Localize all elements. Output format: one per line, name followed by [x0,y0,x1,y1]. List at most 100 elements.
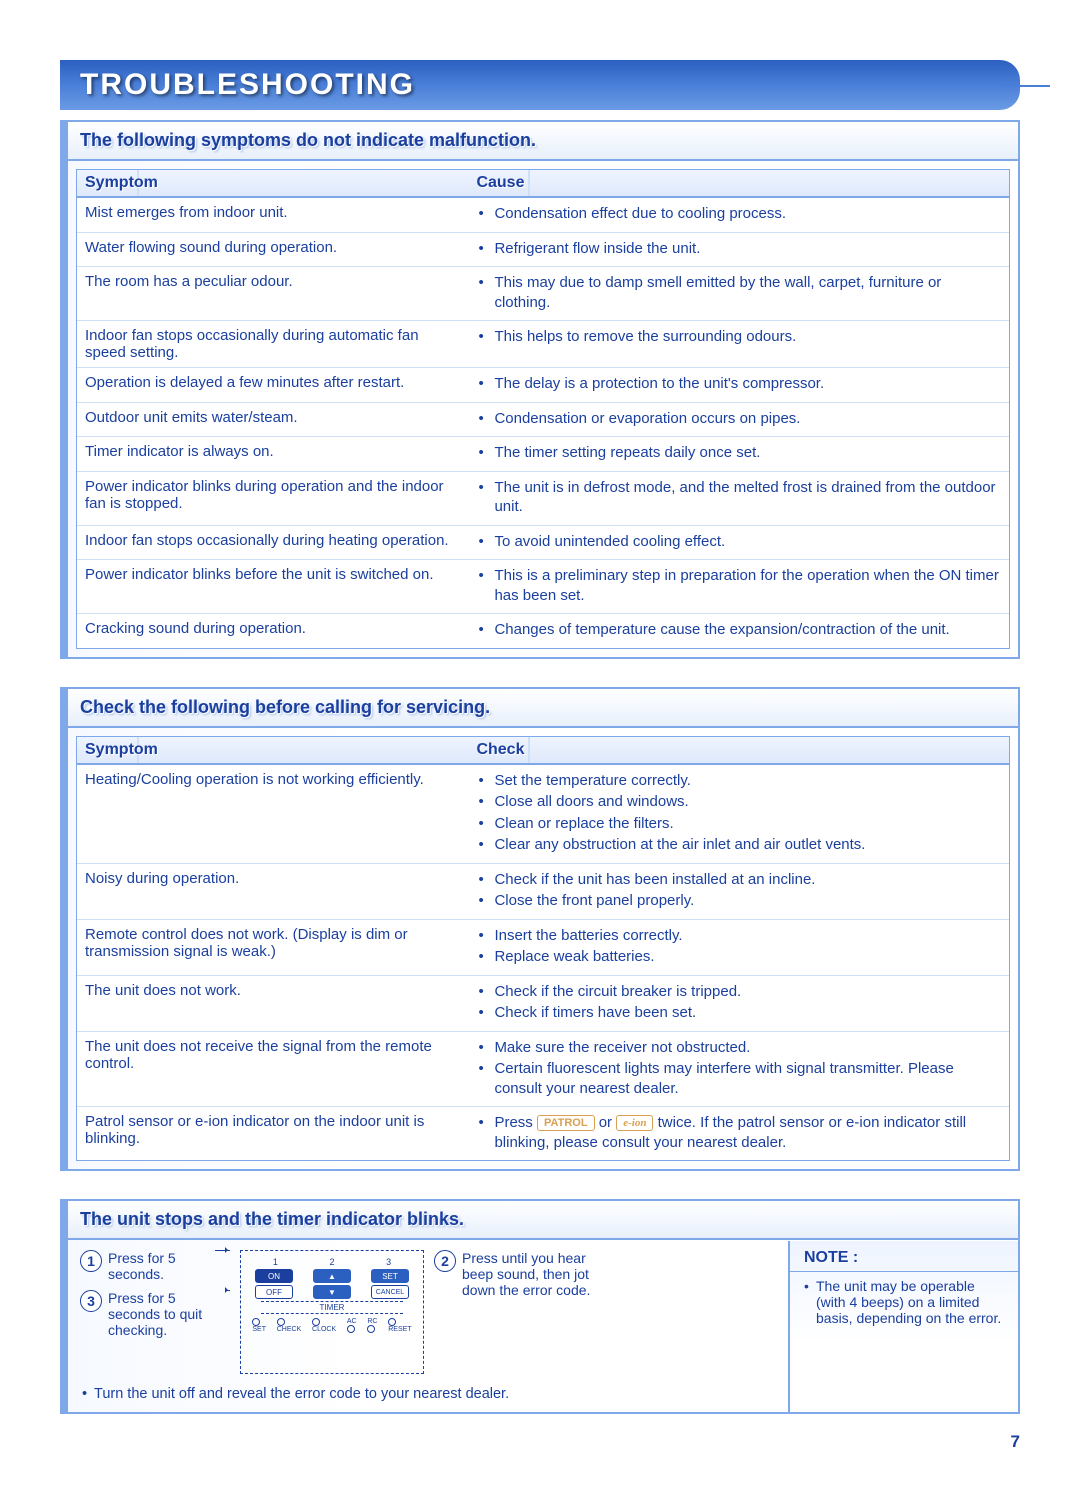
step-number-badge: 1 [80,1250,102,1272]
check-item: Check if the unit has been installed at … [490,870,1001,890]
check-item: Close all doors and windows. [490,792,1001,812]
table-row: Outdoor unit emits water/steam.Condensat… [77,403,1009,438]
check-cell: Insert the batteries correctly.Replace w… [468,920,1009,975]
remote-cancel-button[interactable]: CANCEL [371,1285,409,1299]
cause-cell: The delay is a protection to the unit's … [468,368,1009,402]
check-cell: Make sure the receiver not obstructed.Ce… [468,1032,1009,1107]
remote-label: AC [347,1318,357,1325]
section-header: The unit stops and the timer indicator b… [68,1201,1018,1240]
symptom-cell: Remote control does not work. (Display i… [77,920,468,975]
table-row: Operation is delayed a few minutes after… [77,368,1009,403]
remote-pinhole-icon [277,1318,285,1326]
remote-set-button[interactable]: SET [371,1269,409,1283]
step-3: 3 Press for 5 seconds to quit checking. [80,1290,230,1338]
section-title: The unit stops and the timer indicator b… [80,1209,1006,1230]
section3-footer: Turn the unit off and reveal the error c… [80,1380,778,1402]
table-row: Mist emerges from indoor unit.Condensati… [77,198,1009,233]
symptom-cell: Indoor fan stops occasionally during hea… [77,526,468,560]
remote-label: RC [367,1318,377,1325]
table-row: The room has a peculiar odour. This may d… [77,267,1009,321]
remote-num: 3 [386,1257,391,1267]
cause-cell: Condensation or evaporation occurs on pi… [468,403,1009,437]
check-item: Check if timers have been set. [490,1003,1001,1023]
table-row: Water flowing sound during operation.Ref… [77,233,1009,268]
check-cell: Check if the unit has been installed at … [468,864,1009,919]
symptom-check-table: Symptom Check Heating/Cooling operation … [76,736,1010,1162]
symptom-cell: Timer indicator is always on. [77,437,468,471]
step-3-text: Press for 5 seconds to quit checking. [108,1290,221,1338]
check-item: Certain fluorescent lights may interfere… [490,1059,1001,1098]
column-header-symptom: Symptom [77,170,468,196]
arrow-icon [215,1250,230,1251]
check-item: Set the temperature correctly. [490,771,1001,791]
cause-cell: This helps to remove the surrounding odo… [468,321,1009,367]
cause-cell: To avoid unintended cooling effect. [468,526,1009,560]
check-item: Close the front panel properly. [490,891,1001,911]
remote-label: CLOCK [312,1326,336,1333]
remote-down-button[interactable]: ▼ [313,1285,351,1299]
table-row: Indoor fan stops occasionally during aut… [77,321,1009,368]
step-2-text: Press until you hear beep sound, then jo… [462,1250,614,1298]
section-header: The following symptoms do not indicate m… [68,122,1018,161]
check-item: Insert the batteries correctly. [490,926,1001,946]
remote-label: CHECK [277,1326,302,1333]
cause-item: The timer setting repeats daily once set… [490,443,1001,463]
page-title: TROUBLESHOOTING [80,68,1000,102]
section-title: Check the following before calling for s… [80,697,1006,718]
cause-item: This may due to damp smell emitted by th… [490,273,1001,312]
symptom-cell: Operation is delayed a few minutes after… [77,368,468,402]
left-steps: 1 Press for 5 seconds. 3 Press for 5 sec… [80,1250,230,1346]
footer-bullet: Turn the unit off and reveal the error c… [94,1386,778,1402]
table-row: Timer indicator is always on. The timer s… [77,437,1009,472]
symptom-cause-table: Symptom Cause Mist emerges from indoor u… [76,169,1010,649]
table-row: The unit does not receive the signal fro… [77,1032,1009,1108]
cause-item: To avoid unintended cooling effect. [490,532,1001,552]
table-row: Indoor fan stops occasionally during hea… [77,526,1009,561]
remote-diagram: 1 2 3 ON ▲ SET OFF ▼ CANCEL TIMER [240,1250,424,1374]
table-header-row: Symptom Cause [77,170,1009,198]
check-item: Clear any obstruction at the air inlet a… [490,835,1001,855]
table-row: Remote control does not work. (Display i… [77,920,1009,976]
symptom-cell: The room has a peculiar odour. [77,267,468,320]
step-2: 2 Press until you hear beep sound, then … [434,1250,614,1298]
page-title-bar: TROUBLESHOOTING [60,60,1020,110]
remote-num: 2 [329,1257,334,1267]
table-row: Heating/Cooling operation is not working… [77,765,1009,864]
cause-item: Condensation or evaporation occurs on pi… [490,409,1001,429]
check-item: Press PATROL or e-ion twice. If the patr… [490,1113,1001,1152]
note-body: The unit may be operable (with 4 beeps) … [790,1272,1018,1332]
cause-item: Refrigerant flow inside the unit. [490,239,1001,259]
table-row: Power indicator blinks during operation … [77,472,1009,526]
remote-off-button[interactable]: OFF [255,1285,293,1299]
table-row: Patrol sensor or e-ion indicator on the … [77,1107,1009,1160]
cause-cell: Condensation effect due to cooling proce… [468,198,1009,232]
symptom-cell: Noisy during operation. [77,864,468,919]
remote-pinhole-icon [388,1318,396,1326]
cause-item: The delay is a protection to the unit's … [490,374,1001,394]
cause-cell: Changes of temperature cause the expansi… [468,614,1009,648]
remote-up-button[interactable]: ▲ [313,1269,351,1283]
remote-on-button[interactable]: ON [255,1269,293,1283]
cause-cell: The timer setting repeats daily once set… [468,437,1009,471]
check-cell: Check if the circuit breaker is tripped.… [468,976,1009,1031]
cause-cell: The unit is in defrost mode, and the mel… [468,472,1009,525]
cause-cell: This may due to damp smell emitted by th… [468,267,1009,320]
check-item: Replace weak batteries. [490,947,1001,967]
symptom-cell: Power indicator blinks during operation … [77,472,468,525]
section-check-before-servicing: Check the following before calling for s… [60,687,1020,1172]
check-cell: Set the temperature correctly.Close all … [468,765,1009,863]
check-item: Check if the circuit breaker is tripped. [490,982,1001,1002]
symptom-cell: Mist emerges from indoor unit. [77,198,468,232]
symptom-cell: The unit does not work. [77,976,468,1031]
cause-item: This helps to remove the surrounding odo… [490,327,1001,347]
column-header-cause: Cause [468,170,1009,196]
remote-pinhole-icon [252,1318,260,1326]
check-item: Clean or replace the filters. [490,814,1001,834]
section-symptoms-not-malfunction: The following symptoms do not indicate m… [60,120,1020,659]
section-title: The following symptoms do not indicate m… [80,130,1006,151]
check-cell: Press PATROL or e-ion twice. If the patr… [468,1107,1009,1160]
section-timer-blinks: The unit stops and the timer indicator b… [60,1199,1020,1414]
section-header: Check the following before calling for s… [68,689,1018,728]
cause-item: This is a preliminary step in preparatio… [490,566,1001,605]
symptom-cell: Patrol sensor or e-ion indicator on the … [77,1107,468,1160]
